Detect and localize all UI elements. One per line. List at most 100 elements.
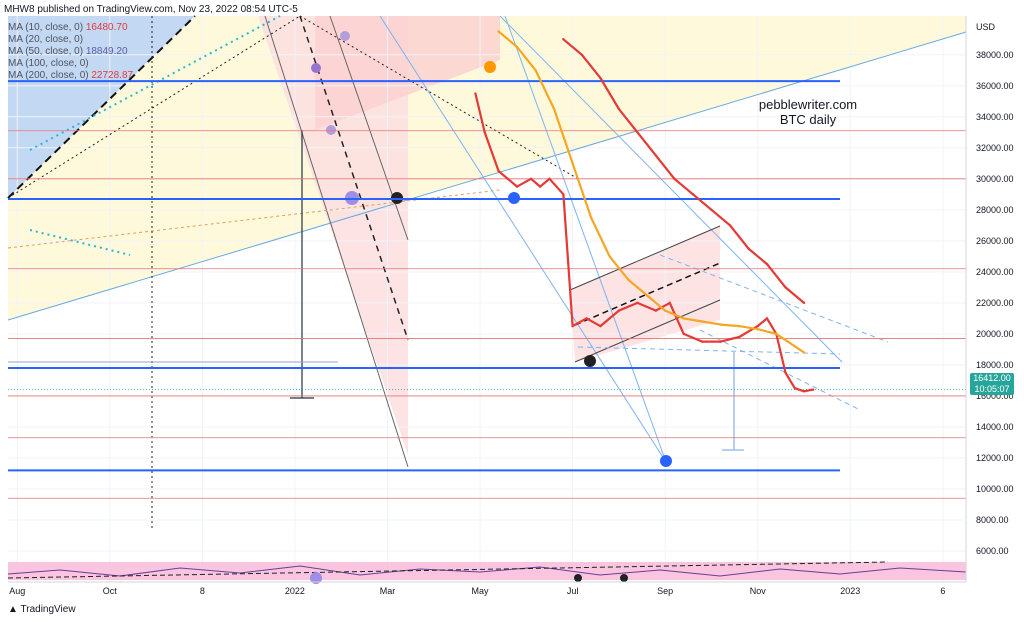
- series-point: [636, 301, 639, 305]
- series-point: [483, 131, 486, 134]
- series-point: [626, 278, 630, 281]
- series-point: [668, 301, 672, 305]
- series-point: [756, 328, 759, 331]
- series-point: [506, 177, 510, 181]
- marker-circle: [584, 355, 596, 367]
- x-tick-label: Aug: [9, 586, 25, 596]
- series-point: [474, 92, 477, 95]
- ma-legend-row[interactable]: MA (200, close, 0) 22728.87: [8, 70, 133, 81]
- y-tick-label: 12000.00: [976, 453, 1014, 463]
- x-tick-label: Jul: [567, 586, 579, 596]
- y-axis-title: USD: [976, 22, 996, 32]
- series-point: [765, 317, 769, 320]
- y-tick-label: 6000.00: [976, 546, 1009, 556]
- series-point: [552, 107, 556, 111]
- series-point: [497, 30, 500, 33]
- y-tick-label: 24000.00: [976, 267, 1014, 277]
- series-point: [580, 53, 584, 56]
- brand-icon: ▲: [8, 604, 18, 615]
- ma-legend-row[interactable]: MA (10, close, 0) 16480.70: [8, 22, 128, 33]
- series-point: [747, 247, 750, 250]
- y-tick-label: 38000.00: [976, 50, 1014, 60]
- publisher-text: MHW8 published on TradingView.com, Nov 2…: [4, 4, 298, 15]
- marker-circle: [326, 125, 336, 135]
- series-point: [636, 131, 639, 134]
- series-point: [710, 208, 713, 212]
- series-point: [682, 332, 685, 336]
- y-tick-label: 10000.00: [976, 484, 1014, 494]
- ma-legend-label: MA (100, close, 0): [8, 58, 89, 69]
- series-point: [802, 390, 806, 393]
- series-point: [738, 335, 741, 339]
- x-tick-label: May: [472, 586, 490, 596]
- y-tick-label: 14000.00: [976, 422, 1014, 432]
- series-point: [701, 320, 704, 323]
- y-tick-label: 32000.00: [976, 143, 1014, 153]
- ma-legend-row[interactable]: MA (50, close, 0) 18849.20: [8, 46, 128, 57]
- watermark-caption: BTC daily: [779, 112, 837, 127]
- ma-legend-value: 18849.20: [85, 46, 128, 57]
- series-point: [617, 107, 621, 111]
- series-point: [571, 162, 574, 165]
- oscillator-pane: [7, 561, 967, 584]
- series-point: [589, 216, 593, 219]
- support-resistance-levels: [8, 80, 966, 499]
- brand-label: TradingView: [20, 604, 76, 615]
- y-tick-label: 18000.00: [976, 360, 1014, 370]
- y-tick-label: 22000.00: [976, 298, 1014, 308]
- series-point: [673, 177, 676, 181]
- series-point: [719, 323, 722, 326]
- series-point: [529, 177, 533, 181]
- x-tick-label: 2023: [840, 586, 860, 596]
- ma-legend-value: 22728.87: [91, 70, 134, 81]
- marker-circle: [484, 61, 496, 73]
- y-tick-label: 30000.00: [976, 174, 1014, 184]
- series-point: [719, 340, 722, 343]
- y-tick-label: 8000.00: [976, 515, 1009, 525]
- x-tick-label: Sep: [657, 586, 673, 596]
- series-point: [599, 324, 602, 328]
- series-point: [663, 309, 667, 312]
- series-point: [802, 351, 806, 354]
- chart-watermark: pebblewriter.com BTC daily: [708, 97, 908, 127]
- series-point: [802, 301, 806, 305]
- ma-legend-label: MA (10, close, 0): [8, 22, 84, 33]
- series-point: [756, 324, 759, 328]
- series-point: [701, 340, 704, 343]
- series-point: [738, 324, 741, 328]
- ma-legend-value: 16480.70: [85, 22, 128, 33]
- series-point: [784, 371, 787, 374]
- ma-legend-row[interactable]: MA (100, close, 0): [8, 58, 89, 69]
- x-tick-label: 6: [940, 586, 945, 596]
- series-point: [497, 169, 500, 173]
- series-line: [497, 30, 805, 354]
- series-point: [562, 38, 565, 41]
- series-point: [793, 345, 796, 348]
- y-tick-label: 34000.00: [976, 112, 1014, 122]
- x-tick-label: Nov: [750, 586, 767, 596]
- series-point: [654, 309, 658, 312]
- last-price-badge: 16412.00 10:05:07: [970, 373, 1014, 395]
- y-tick-label: 36000.00: [976, 81, 1014, 91]
- x-tick-label: Oct: [103, 586, 118, 596]
- series-point: [534, 69, 537, 72]
- series-point: [812, 388, 815, 391]
- series-point: [539, 185, 542, 188]
- ma-legend-row[interactable]: MA (20, close, 0): [8, 34, 83, 45]
- series-point: [775, 332, 778, 336]
- annotation-overlay-layer: [7, 15, 967, 530]
- y-tick-label: 16000.00: [976, 391, 1014, 401]
- marker-circle: [660, 455, 672, 467]
- tradingview-brand[interactable]: ▲ TradingView: [8, 604, 76, 615]
- y-tick-label: 26000.00: [976, 236, 1014, 246]
- marker-circle: [311, 63, 321, 73]
- ma-legend-label: MA (20, close, 0): [8, 34, 84, 45]
- series-point: [682, 317, 685, 320]
- series-point: [515, 185, 519, 188]
- series-point: [765, 262, 769, 266]
- y-tick-label: 20000.00: [976, 329, 1014, 339]
- publisher-header: MHW8 published on TradingView.com, Nov 2…: [4, 4, 298, 15]
- series-point: [571, 324, 574, 328]
- chart-series: [474, 30, 815, 393]
